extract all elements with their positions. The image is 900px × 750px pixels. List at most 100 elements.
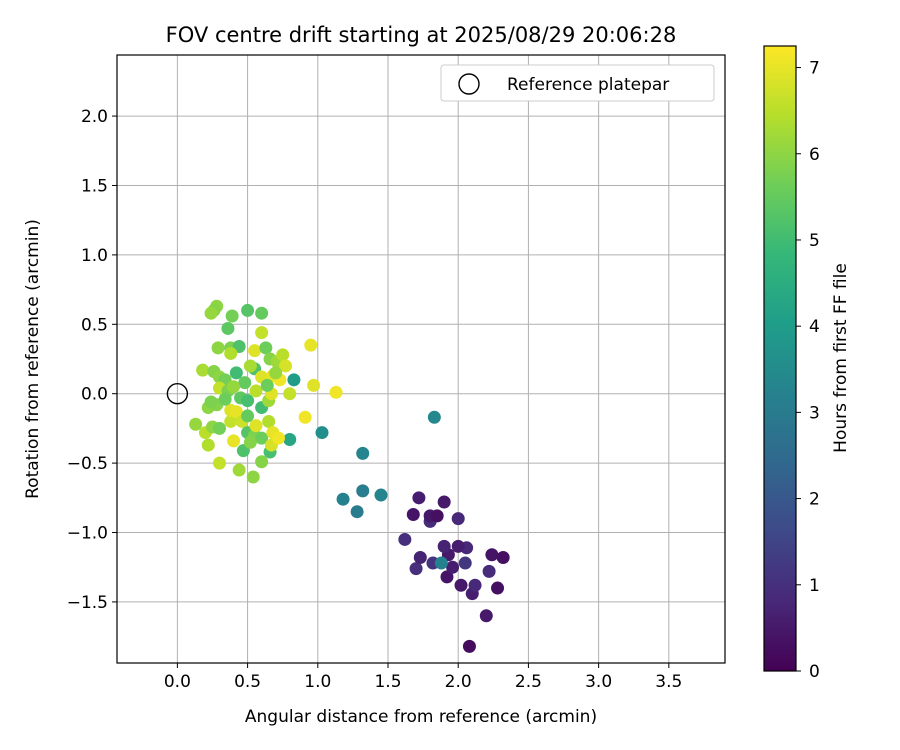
- reference-marker-group: [166, 383, 189, 405]
- reference-platepar-marker: [166, 383, 189, 405]
- scatter-point: [221, 321, 235, 335]
- scatter-point: [211, 341, 225, 355]
- scatter-point: [232, 463, 246, 477]
- scatter-point: [451, 539, 465, 553]
- colorbar-tick-label: 0: [809, 662, 820, 682]
- y-tick-label: 2.0: [81, 107, 108, 127]
- scatter-point: [218, 392, 232, 406]
- scatter-point: [241, 394, 255, 408]
- scatter-point: [462, 639, 476, 653]
- scatter-point: [434, 556, 448, 570]
- chart-title: FOV centre drift starting at 2025/08/29 …: [166, 23, 677, 47]
- scatter-point: [255, 455, 269, 469]
- colorbar-tick-label: 6: [809, 145, 820, 165]
- scatter-point: [243, 359, 257, 373]
- scatter-point: [255, 306, 269, 320]
- scatter-point: [255, 431, 269, 445]
- x-tick-label: 3.0: [585, 672, 612, 692]
- scatter-point: [227, 434, 241, 448]
- colorbar-tick-label: 2: [809, 490, 820, 510]
- scatter-point: [413, 551, 427, 565]
- y-axis-ticks: −1.5 −1.0 −0.5 0.0 0.5 1.0 1.5 2.0: [67, 107, 117, 613]
- scatter-point: [446, 560, 460, 574]
- y-tick-label: 0.5: [81, 315, 108, 335]
- colorbar-tick-label: 7: [809, 59, 820, 79]
- x-axis-label: Angular distance from reference (arcmin): [245, 707, 597, 727]
- scatter-point: [213, 456, 227, 470]
- scatter-point: [406, 507, 420, 521]
- scatter-point: [307, 378, 321, 392]
- y-tick-label: 1.5: [81, 176, 108, 196]
- scatter-point: [259, 341, 273, 355]
- colorbar-tick-label: 1: [809, 576, 820, 596]
- scatter-point: [283, 433, 297, 447]
- x-tick-label: 0.5: [234, 672, 261, 692]
- colorbar-fill: [763, 45, 797, 672]
- scatter-point: [451, 512, 465, 526]
- scatter-point: [440, 570, 454, 584]
- colorbar: 0 1 2 3 4 5 6 7 Hours from first FF file: [763, 45, 851, 682]
- scatter-point: [356, 446, 370, 460]
- colorbar-tick-label: 5: [809, 231, 820, 251]
- scatter-point: [269, 366, 283, 380]
- y-axis-label: Rotation from reference (arcmin): [23, 219, 43, 499]
- scatter-point: [260, 378, 274, 392]
- scatter-point: [454, 578, 468, 592]
- scatter-point: [204, 306, 218, 320]
- scatter-point: [412, 491, 426, 505]
- y-tick-label: −1.0: [67, 524, 108, 544]
- x-tick-label: 1.0: [304, 672, 331, 692]
- x-tick-label: 1.5: [374, 672, 401, 692]
- y-tick-label: 1.0: [81, 246, 108, 266]
- scatter-point: [479, 609, 493, 623]
- scatter-point: [409, 562, 423, 576]
- scatter-point: [287, 373, 301, 387]
- colorbar-tick-label: 3: [809, 403, 820, 423]
- scatter-point: [329, 385, 343, 399]
- scatter-point: [249, 419, 263, 433]
- legend-marker-open-circle: [458, 73, 480, 95]
- scatter-point: [485, 548, 499, 562]
- scatter-point: [225, 309, 239, 323]
- scatter-point: [276, 348, 290, 362]
- x-tick-label: 0.0: [164, 672, 191, 692]
- scatter-point: [255, 326, 269, 340]
- scatter-point: [189, 417, 203, 431]
- scatter-point: [249, 384, 263, 398]
- scatter-point: [458, 556, 472, 570]
- scatter-point: [224, 346, 238, 360]
- scatter-point: [224, 414, 238, 428]
- plot-frame: [116, 54, 726, 664]
- scatter-point: [482, 564, 496, 578]
- y-tick-label: 0.0: [81, 385, 108, 405]
- y-tick-label: −0.5: [67, 454, 108, 474]
- scatter-point: [315, 426, 329, 440]
- legend-entry-label: Reference platepar: [507, 75, 669, 95]
- scatter-point: [229, 366, 243, 380]
- scatter-point: [271, 431, 285, 445]
- scatter-point: [298, 410, 312, 424]
- scatter-point: [238, 376, 252, 390]
- scatter-point: [201, 438, 215, 452]
- scatter-point: [262, 414, 276, 428]
- scatter-point: [196, 363, 210, 377]
- scatter-point: [374, 488, 388, 502]
- scatter-point: [241, 303, 255, 317]
- colorbar-label: Hours from first FF file: [831, 263, 851, 453]
- colorbar-ticks: 0 1 2 3 4 5 6 7: [796, 59, 820, 682]
- x-axis-ticks: 0.0 0.5 1.0 1.5 2.0 2.5 3.0 3.5: [164, 663, 682, 692]
- scatter-point: [213, 421, 227, 435]
- scatter-point: [204, 395, 218, 409]
- scatter-point: [437, 495, 451, 509]
- scatter-point: [398, 532, 412, 546]
- scatter-point: [278, 359, 292, 373]
- scatter-points: [189, 299, 510, 653]
- scatter-point: [283, 387, 297, 401]
- legend: Reference platepar: [440, 64, 715, 102]
- scatter-point: [356, 484, 370, 498]
- scatter-point: [336, 492, 350, 506]
- x-tick-label: 2.5: [515, 672, 542, 692]
- x-tick-label: 3.5: [655, 672, 682, 692]
- y-tick-label: −1.5: [67, 593, 108, 613]
